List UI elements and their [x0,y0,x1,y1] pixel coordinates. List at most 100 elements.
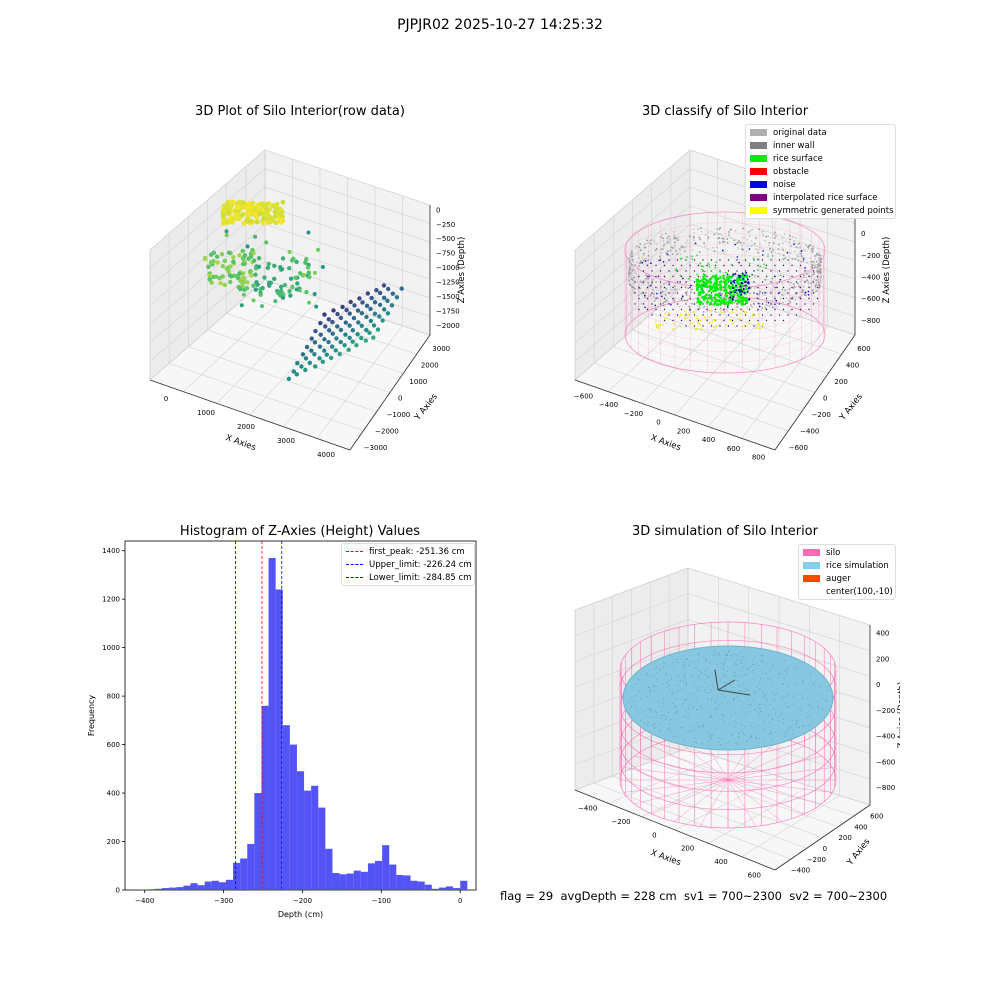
rice-simulation-point [716,707,718,709]
rice-simulation-point [733,726,735,728]
rice-simulation-point [801,697,804,699]
rice-simulation-point [746,668,748,670]
rice-simulation-point [812,683,814,685]
rice-simulation-point [826,690,828,692]
interpolated-point [808,286,810,289]
legend-swatch [750,207,767,214]
data-point [251,258,257,263]
rice-simulation-point [688,730,690,732]
inner-wall-point [644,274,647,276]
rice-simulation-point [711,689,713,691]
interpolated-point [668,314,670,316]
data-point [317,356,322,361]
inner-wall-point [791,258,794,260]
rice-simulation-point [743,687,745,689]
inner-wall-point [663,291,666,293]
inner-wall-point [636,276,638,279]
rice-simulation-point [722,673,724,675]
histogram-bar [325,848,333,890]
inner-wall-point [665,289,668,291]
z-tick-label: −1000 [436,264,460,272]
x-tick-label: −100 [372,897,391,905]
rice-simulation-point [656,700,659,702]
rice-surface-point [708,265,711,268]
data-point [265,211,270,217]
interpolated-point [757,308,759,311]
interpolated-point [672,308,674,311]
data-point [369,295,374,301]
noise-point [740,290,743,293]
inner-wall-point [698,236,701,239]
data-point [222,282,228,288]
rice-simulation-point [806,717,808,719]
inner-wall-point [782,254,785,257]
silo-mesh-line [727,779,783,822]
data-point [273,207,279,212]
interpolated-point [655,286,657,289]
inner-wall-point [718,240,721,243]
inner-wall-point [652,293,655,296]
inner-wall-point [665,252,668,254]
noise-point [734,243,736,246]
rice-simulation-point [785,667,787,670]
interpolated-point [702,314,704,316]
data-point [312,292,317,297]
symmetric-point [655,324,658,327]
symmetric-point [755,326,758,329]
inner-wall-point [806,279,809,282]
rice-simulation-point [726,654,728,656]
data-point [338,327,344,333]
x-tick-label: 3000 [277,437,295,445]
rice-simulation-point [732,674,734,677]
interpolated-point [727,270,730,272]
inner-wall-point [696,309,699,312]
noise-point [735,289,738,292]
inner-wall-point [659,288,662,291]
data-point [207,273,212,278]
noise-point [804,291,807,294]
rice-surface-point [698,293,702,296]
rice-simulation-point [686,732,688,734]
inner-wall-point [811,274,814,276]
rice-simulation-point [748,698,750,701]
inner-wall-point [718,237,721,239]
rice-simulation-point [757,725,759,727]
inner-wall-point [795,246,798,249]
inner-wall-point [796,254,799,256]
inner-wall-point [733,301,736,304]
rice-simulation-point [648,686,651,688]
data-point [237,253,242,258]
data-point [382,307,387,312]
interpolated-point [770,303,772,305]
data-point [264,206,269,212]
data-point [314,304,319,309]
interpolated-point [680,275,683,278]
interpolated-point [782,264,785,267]
interpolated-point [761,281,764,283]
x-tick-label: 200 [681,845,694,853]
silo-mesh-line [673,779,729,822]
inner-wall-point [788,299,791,302]
data-point [364,314,369,320]
inner-wall-point [798,285,800,288]
rice-simulation-point [674,735,677,738]
noise-point [773,275,776,278]
inner-wall-point [726,238,729,240]
rice-simulation-point [781,672,783,674]
symmetric-point [696,322,699,325]
data-point [351,315,357,321]
interpolated-point [799,286,802,289]
rice-simulation-point [730,655,732,657]
rice-simulation-point [686,717,688,719]
inner-wall-point [749,304,752,307]
interpolated-point [706,275,708,278]
inner-wall-point [772,284,775,287]
rice-surface-point [702,298,706,301]
rice-simulation-point [744,691,746,693]
inner-wall-point [681,296,684,299]
interpolated-point [791,297,793,300]
rice-simulation-point [715,727,717,729]
noise-point [747,287,750,290]
interpolated-point [668,270,670,272]
rice-simulation-point [802,691,804,694]
